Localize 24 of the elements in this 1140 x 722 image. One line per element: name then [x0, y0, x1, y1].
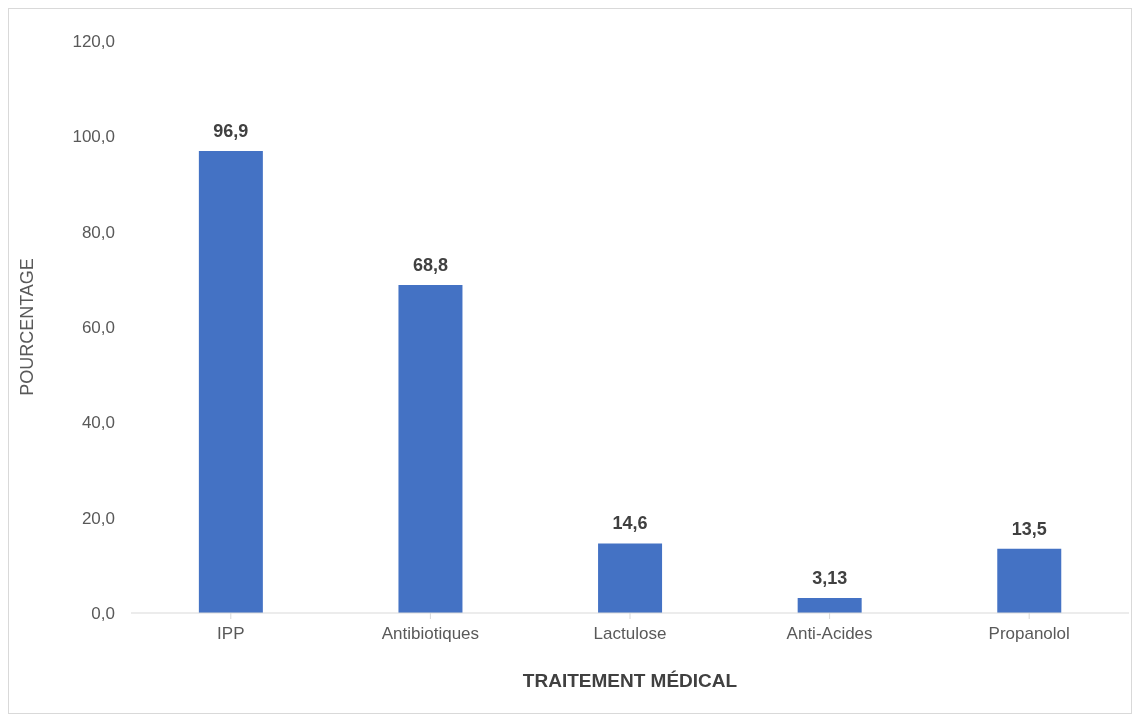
y-tick-label: 100,0	[72, 127, 115, 147]
y-tick-label: 40,0	[81, 413, 115, 433]
y-tick-label: 80,0	[81, 222, 115, 242]
y-tick-label: 0,0	[91, 604, 115, 624]
x-tick-label: Antibiotiques	[381, 624, 480, 644]
data-label: 14,6	[612, 513, 648, 534]
y-tick-label: 120,0	[72, 32, 115, 52]
x-tick-label: IPP	[217, 624, 245, 644]
x-tick-label: Anti-Acides	[786, 624, 873, 644]
bar	[398, 285, 463, 613]
y-axis-title: POURCENTAGE	[17, 258, 38, 396]
y-tick-label: 20,0	[81, 508, 115, 528]
data-label: 3,13	[812, 568, 848, 589]
bar	[198, 151, 263, 613]
bar	[598, 543, 663, 613]
data-label: 96,9	[213, 121, 249, 142]
bar	[797, 598, 862, 613]
y-tick-label: 60,0	[81, 318, 115, 338]
x-tick-label: Lactulose	[593, 624, 667, 644]
x-axis-title: TRAITEMENT MÉDICAL	[522, 670, 738, 691]
bar	[997, 548, 1062, 613]
x-tick-label: Propanolol	[988, 624, 1070, 644]
data-label: 68,8	[412, 255, 448, 276]
data-label: 13,5	[1011, 518, 1047, 539]
